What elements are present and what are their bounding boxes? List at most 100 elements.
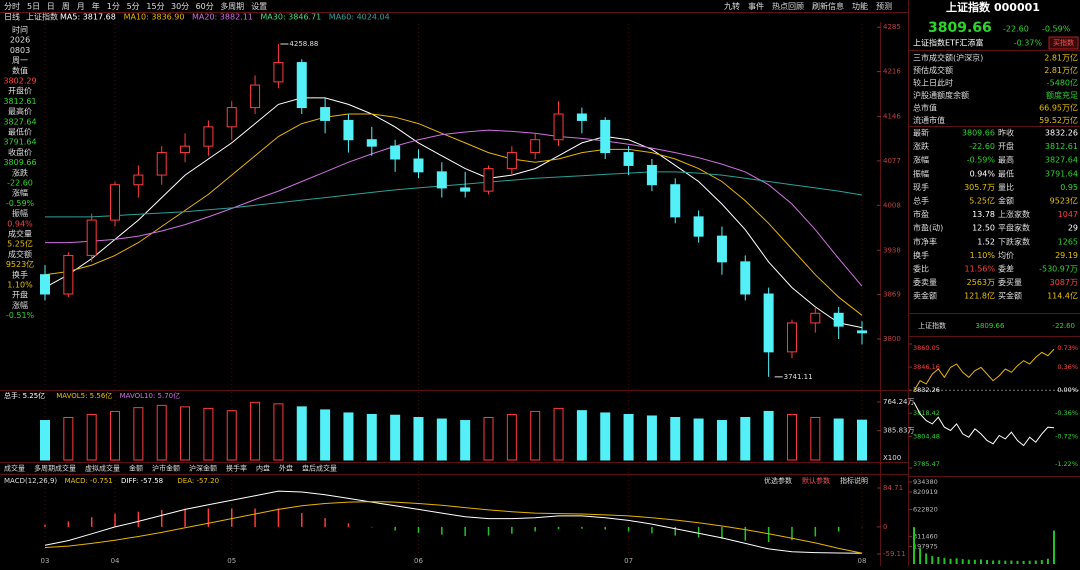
volume-bar xyxy=(670,417,681,461)
period-tab[interactable]: 60分 xyxy=(196,2,214,11)
quote-label: 市盈 xyxy=(913,209,929,219)
period-tab[interactable]: 分时 xyxy=(4,1,20,11)
volume-bar xyxy=(40,420,50,461)
quote-label: 委差 xyxy=(998,264,1014,274)
indicator-tab[interactable]: 内盘 xyxy=(256,464,270,473)
summary-value: 66.95万亿 xyxy=(1039,103,1078,113)
y-tick-label: 4077 xyxy=(883,157,901,165)
volume-bar xyxy=(786,413,797,461)
candle-body xyxy=(553,113,564,141)
volume-bar xyxy=(623,413,634,461)
volume-legend: MAVOL5: 5.56亿 xyxy=(56,391,112,400)
volume-bar xyxy=(86,413,97,461)
tool-button[interactable]: 热点回顾 xyxy=(772,1,804,11)
date-label: 08 xyxy=(858,557,867,565)
buy-button[interactable] xyxy=(1048,36,1079,50)
candle-body xyxy=(63,254,74,295)
candle-body xyxy=(366,139,377,147)
info-text: 成交额 xyxy=(8,249,32,259)
indicator-tab[interactable]: 多周期成交量 xyxy=(34,464,76,473)
period-tab[interactable]: 1分 xyxy=(107,2,120,11)
ma-line xyxy=(45,171,863,218)
pct-label: 0.73% xyxy=(1057,344,1078,352)
info-text: 开盘价 xyxy=(8,86,32,96)
volume-bar xyxy=(413,417,424,461)
param-button[interactable]: 默认参数 xyxy=(802,476,830,485)
indicator-tab[interactable]: 虚拟成交量 xyxy=(85,464,120,473)
quote-value: 114.4亿 xyxy=(1047,291,1078,301)
period-tab[interactable]: 周 xyxy=(62,2,70,11)
quote-value: 305.7万 xyxy=(964,183,995,192)
summary-label: 流通市值 xyxy=(913,115,945,125)
summary-label: 沪股通额度余额 xyxy=(913,90,969,100)
period-tab[interactable]: 设置 xyxy=(251,1,267,11)
indicator-tab[interactable]: 盘后成交量 xyxy=(302,464,337,473)
candle-body xyxy=(646,164,657,186)
tool-button[interactable]: 事件 xyxy=(748,1,764,11)
index-name: 上证指数 xyxy=(26,12,58,22)
param-button[interactable]: 指标说明 xyxy=(840,476,868,485)
period-tab[interactable]: 5日 xyxy=(27,2,40,11)
candle-body xyxy=(133,174,144,186)
quote-label: 量比 xyxy=(998,182,1014,192)
volume-bar xyxy=(390,414,401,461)
quote-value: 3809.66 xyxy=(962,129,995,138)
y-tick-label: 4285 xyxy=(883,23,901,31)
y-tick-label: 4146 xyxy=(883,113,901,121)
volume-bar xyxy=(740,417,751,461)
period-tab[interactable]: 年 xyxy=(92,1,100,11)
period-tab[interactable]: 月 xyxy=(77,2,85,11)
volume-bar xyxy=(857,419,867,461)
tool-button[interactable]: 功能 xyxy=(852,1,868,11)
quote-value: 29.19 xyxy=(1055,251,1078,260)
quote-value: 0.94% xyxy=(970,169,996,178)
candle-body xyxy=(670,184,681,218)
tool-button[interactable]: 九转 xyxy=(724,1,740,11)
volume-bar xyxy=(226,410,237,461)
volume-bar xyxy=(320,409,331,461)
period-tab[interactable]: 多周期 xyxy=(220,1,244,11)
indicator-tab[interactable]: 换手率 xyxy=(226,464,247,473)
info-text: 0803 xyxy=(10,46,30,55)
macd-legend: DEA: -57.20 xyxy=(177,477,219,485)
period-tab[interactable]: 30分 xyxy=(171,2,189,11)
tool-button[interactable]: 刷新信息 xyxy=(812,1,844,11)
macd-dea xyxy=(44,501,863,554)
indicator-tab[interactable]: 外盘 xyxy=(279,464,293,473)
candle-body xyxy=(86,219,97,256)
info-text: 收盘价 xyxy=(8,147,32,157)
buy-button-label[interactable]: 买指数 xyxy=(1053,38,1074,47)
period-tab[interactable]: 15分 xyxy=(146,2,164,11)
summary-label: 三市成交额(沪深京) xyxy=(913,53,983,63)
quote-label: 最高 xyxy=(998,155,1014,165)
volume-bar xyxy=(600,412,611,461)
candle-body xyxy=(786,322,797,353)
pct-label: -1.22% xyxy=(1055,460,1078,468)
date-label: 03 xyxy=(41,557,50,565)
tool-button[interactable]: 预测 xyxy=(876,1,892,11)
y-tick-label: 385.83万 xyxy=(883,427,915,435)
ma-legend: MA20: 3882.11 xyxy=(192,13,253,22)
indicator-tab[interactable]: 成交量 xyxy=(4,464,25,473)
indicator-tab[interactable]: 沪市金额 xyxy=(152,464,180,473)
info-text: 最高价 xyxy=(8,106,32,116)
volume-bar xyxy=(110,410,121,461)
y-tick-label: 3938 xyxy=(883,246,901,254)
y-tick-label: 764.24万 xyxy=(883,398,915,406)
param-button[interactable]: 优选参数 xyxy=(764,476,792,485)
volume-bar xyxy=(483,417,494,461)
quote-value: -530.97万 xyxy=(1039,265,1078,274)
period-tab[interactable]: 日 xyxy=(47,2,55,11)
volume-bar xyxy=(343,412,354,461)
indicator-tab[interactable]: 沪深金额 xyxy=(189,464,217,473)
pct-label: -0.36% xyxy=(1055,409,1078,417)
period-tab[interactable]: 5分 xyxy=(127,2,140,11)
candle-body xyxy=(810,312,821,324)
quote-value: 13.78 xyxy=(972,210,995,219)
indicator-tab[interactable]: 金额 xyxy=(129,464,143,473)
candle-body xyxy=(273,62,284,83)
candle-body xyxy=(600,119,611,154)
volume-bar xyxy=(530,410,541,461)
y-tick-label: 311460 xyxy=(913,533,938,541)
